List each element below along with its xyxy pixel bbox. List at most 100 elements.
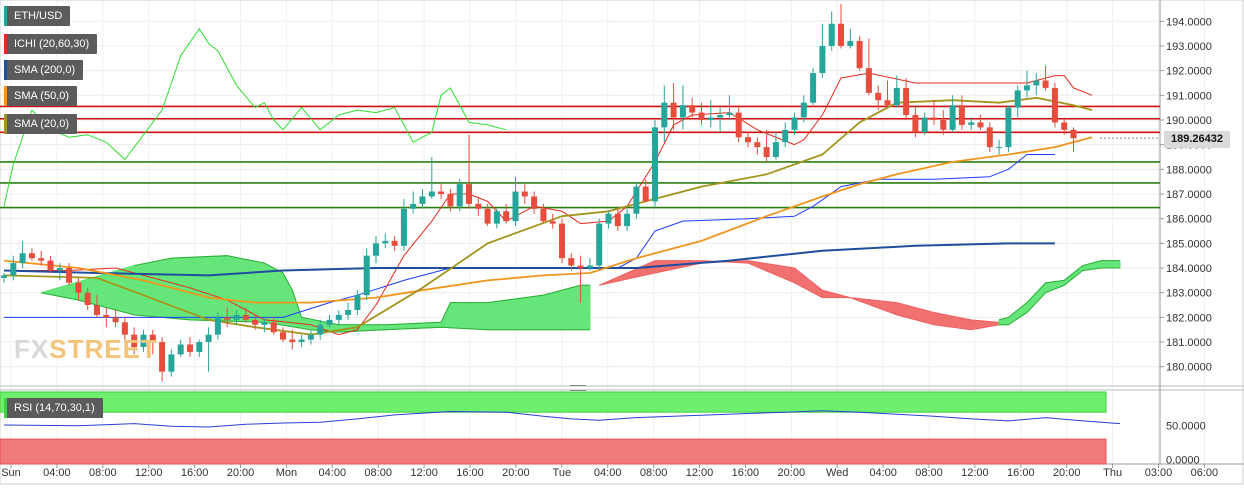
legend-ichimoku[interactable]: ICHI (20,60,30) bbox=[4, 34, 98, 54]
time-axis-label: Wed bbox=[826, 467, 848, 479]
candle-body bbox=[977, 122, 984, 128]
candle-body bbox=[38, 258, 45, 261]
time-axis-label: Sun bbox=[1, 467, 21, 479]
time-axis-label: 04:00 bbox=[319, 467, 347, 479]
legend-sma200[interactable]: SMA (200,0) bbox=[4, 60, 84, 80]
candle-body bbox=[94, 305, 100, 315]
candle-body bbox=[577, 265, 584, 269]
rsi-axis-label: 0.0000 bbox=[1166, 454, 1200, 466]
chikou-span-line bbox=[3, 28, 507, 207]
candle-body bbox=[596, 223, 603, 266]
kumo-edge bbox=[998, 260, 1120, 321]
price-axis-label: 193.0000 bbox=[1166, 41, 1212, 53]
candle-body bbox=[298, 339, 305, 343]
time-axis-label: 12:00 bbox=[135, 467, 163, 479]
legend-sma50-swatch bbox=[4, 86, 7, 106]
price-axis-label: 188.0000 bbox=[1166, 164, 1212, 176]
rsi-axis-label: 50.0000 bbox=[1166, 421, 1206, 433]
candle-body bbox=[503, 211, 510, 222]
candle-body bbox=[912, 115, 919, 133]
candle-body bbox=[800, 102, 807, 118]
last-price-badge: 189.26432 bbox=[1164, 131, 1230, 148]
candle-body bbox=[652, 127, 658, 202]
legend-sma20[interactable]: SMA (20,0) bbox=[4, 114, 78, 134]
legend-ichimoku-swatch bbox=[4, 34, 7, 54]
legend-sma50[interactable]: SMA (50,0) bbox=[4, 86, 78, 106]
candle-body bbox=[28, 253, 35, 259]
candle-body bbox=[921, 117, 928, 133]
rsi-overbought-zone bbox=[0, 391, 1107, 413]
candle-body bbox=[1070, 129, 1077, 139]
candles bbox=[1, 4, 1077, 382]
fxstreet-watermark: FXSTREET bbox=[14, 334, 158, 365]
candle-body bbox=[149, 334, 156, 343]
candle-body bbox=[670, 102, 677, 118]
candle-body bbox=[633, 186, 640, 214]
candle-body bbox=[252, 319, 259, 325]
candle-body bbox=[949, 105, 956, 130]
candle-body bbox=[819, 45, 826, 74]
candle-body bbox=[187, 344, 193, 352]
time-axis-label: 06:00 bbox=[1191, 467, 1219, 479]
candle-body bbox=[847, 41, 854, 46]
candle-body bbox=[335, 314, 342, 320]
candle-body bbox=[605, 213, 612, 224]
sma200-line bbox=[3, 242, 1055, 277]
candle-body bbox=[354, 295, 361, 310]
candle-body bbox=[726, 112, 733, 116]
candle-body bbox=[205, 334, 212, 343]
candle-body bbox=[884, 100, 891, 106]
candle-body bbox=[280, 332, 286, 340]
candle-body bbox=[745, 137, 751, 143]
legend-rsi[interactable]: RSI (14,70,30,1) bbox=[4, 398, 103, 418]
kijun-sen-line bbox=[4, 154, 1055, 318]
candle-body bbox=[958, 105, 965, 125]
candle-body bbox=[661, 102, 668, 128]
pane-splitter-handle[interactable] bbox=[570, 385, 586, 391]
time-axis-label: Thu bbox=[1103, 467, 1122, 479]
candle-body bbox=[1051, 87, 1058, 123]
candle-body bbox=[540, 208, 547, 222]
candle-body bbox=[345, 309, 352, 315]
candle-body bbox=[1033, 80, 1040, 86]
candle-body bbox=[856, 41, 863, 69]
time-axis-label: Mon bbox=[276, 467, 297, 479]
price-axis-label: 181.0000 bbox=[1166, 337, 1212, 349]
candle-body bbox=[531, 196, 538, 209]
candle-body bbox=[484, 208, 491, 224]
candle-body bbox=[289, 339, 296, 343]
legend-ethusd[interactable]: ETH/USD bbox=[4, 6, 71, 26]
candle-body bbox=[707, 117, 714, 120]
time-axis-label: 12:00 bbox=[410, 467, 438, 479]
candle-body bbox=[214, 317, 221, 335]
candle-body bbox=[19, 253, 26, 264]
candle-body bbox=[1024, 85, 1030, 91]
candle-body bbox=[47, 260, 54, 271]
legend-sma200-swatch bbox=[4, 60, 7, 80]
time-axis-label: 20:00 bbox=[1053, 467, 1081, 479]
time-axis-label: 20:00 bbox=[502, 467, 530, 479]
legend-ethusd-swatch bbox=[4, 6, 7, 26]
candle-body bbox=[838, 23, 844, 46]
candle-body bbox=[196, 342, 203, 352]
legend-rsi-swatch bbox=[4, 398, 7, 418]
candle-body bbox=[317, 324, 324, 335]
candle-body bbox=[326, 319, 333, 325]
time-axis-label: 04:00 bbox=[43, 467, 71, 479]
price-axis-label: 184.0000 bbox=[1166, 263, 1212, 275]
time-axis-label: 20:00 bbox=[778, 467, 806, 479]
candle-body bbox=[270, 322, 277, 333]
candle-body bbox=[986, 127, 993, 148]
watermark-street: STREET bbox=[49, 334, 158, 364]
legend-sma20-label: SMA (20,0) bbox=[14, 118, 70, 130]
candle-body bbox=[428, 191, 435, 197]
rsi-oversold-zone bbox=[0, 438, 1107, 465]
candle-body bbox=[475, 203, 482, 209]
time-axis-label: 20:00 bbox=[227, 467, 255, 479]
candle-body bbox=[66, 268, 73, 283]
candle-body bbox=[121, 322, 128, 335]
time-axis-label: 12:00 bbox=[686, 467, 714, 479]
candle-body bbox=[1014, 90, 1021, 108]
